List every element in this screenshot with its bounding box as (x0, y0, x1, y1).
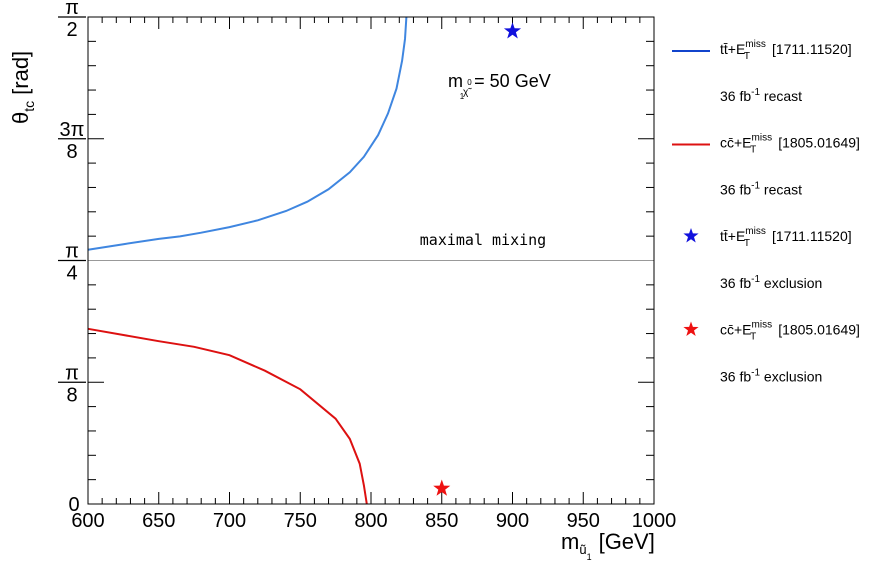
legend-sublabel: 36 fb-1 exclusion (720, 368, 822, 385)
legend-sublabel: 36 fb-1 recast (720, 87, 802, 104)
legend-label: cc̄+Emiss T [1805.01649] (720, 133, 860, 156)
x-tick-label: 650 (142, 510, 175, 532)
star-marker-0 (503, 22, 522, 39)
annotation-sup: 0 (467, 78, 472, 87)
y-axis-title: θtc [rad] (8, 51, 37, 124)
x-axis-unit: [GeV] (599, 529, 655, 554)
legend-sublabel: 36 fb-1 exclusion (720, 274, 822, 291)
legend-star-swatch (683, 228, 699, 243)
annotation-subsub: 1 (460, 92, 465, 101)
y-tick-label-numerator: π (65, 241, 79, 263)
x-tick-labels: 600 650 700 750 800 850 900 950 1000 (71, 510, 676, 532)
data-series (87, 16, 654, 505)
series-line-0 (87, 16, 408, 251)
plot-frame (87, 16, 655, 505)
x-tick-label: 850 (425, 510, 458, 532)
y-tick-label-denominator: 4 (66, 263, 77, 285)
x-tick-label: 600 (71, 510, 104, 532)
x-tick-label: 750 (284, 510, 317, 532)
y-axis-symbol: θ (8, 112, 33, 124)
y-axis-unit: [rad] (8, 51, 33, 95)
y-axis-sub: tc (21, 101, 37, 112)
legend-sublabel: 36 fb-1 recast (720, 181, 802, 198)
y-tick-label-numerator: 3π (60, 119, 85, 141)
series-line-1 (87, 327, 368, 505)
y-tick-label-denominator: 2 (66, 19, 77, 41)
x-tick-label: 900 (496, 510, 529, 532)
legend-star-swatch (683, 321, 699, 336)
annotation-sub: χ̃ (463, 87, 472, 98)
y-tick-label-denominator: 8 (66, 141, 77, 163)
annotation-value: = 50 GeV (474, 71, 551, 91)
y-tick-label-numerator: π (65, 362, 79, 384)
star-marker-1 (433, 479, 451, 496)
x-tick-label: 950 (567, 510, 600, 532)
data-markers (433, 22, 522, 496)
legend-label: tt̄+Emiss T [1711.11520] (720, 226, 852, 249)
x-axis-subsub: 1 (587, 552, 592, 562)
annotation-m: m (448, 71, 463, 91)
y-tick-label: 0 (68, 494, 79, 516)
legend: tt̄+Emiss T [1711.11520] 36 fb-1 recast cc̄+… (672, 39, 860, 385)
y-tick-label-numerator: π (65, 0, 79, 19)
x-tick-label: 800 (354, 510, 387, 532)
maximal-mixing-label: maximal mixing (420, 231, 546, 249)
legend-label: cc̄+Emiss T [1805.01649] (720, 320, 860, 343)
x-axis-symbol: m (561, 529, 579, 554)
x-tick-label: 1000 (632, 510, 677, 532)
y-tick-label-denominator: 8 (66, 384, 77, 406)
legend-label: tt̄+Emiss T [1711.11520] (720, 39, 852, 62)
x-axis-sub: ũ (579, 542, 586, 557)
x-axis-title: mũ1 [GeV] (561, 529, 655, 562)
x-tick-label: 700 (213, 510, 246, 532)
neutralino-mass-annotation: mχ̃0 1 = 50 GeV (448, 71, 551, 101)
